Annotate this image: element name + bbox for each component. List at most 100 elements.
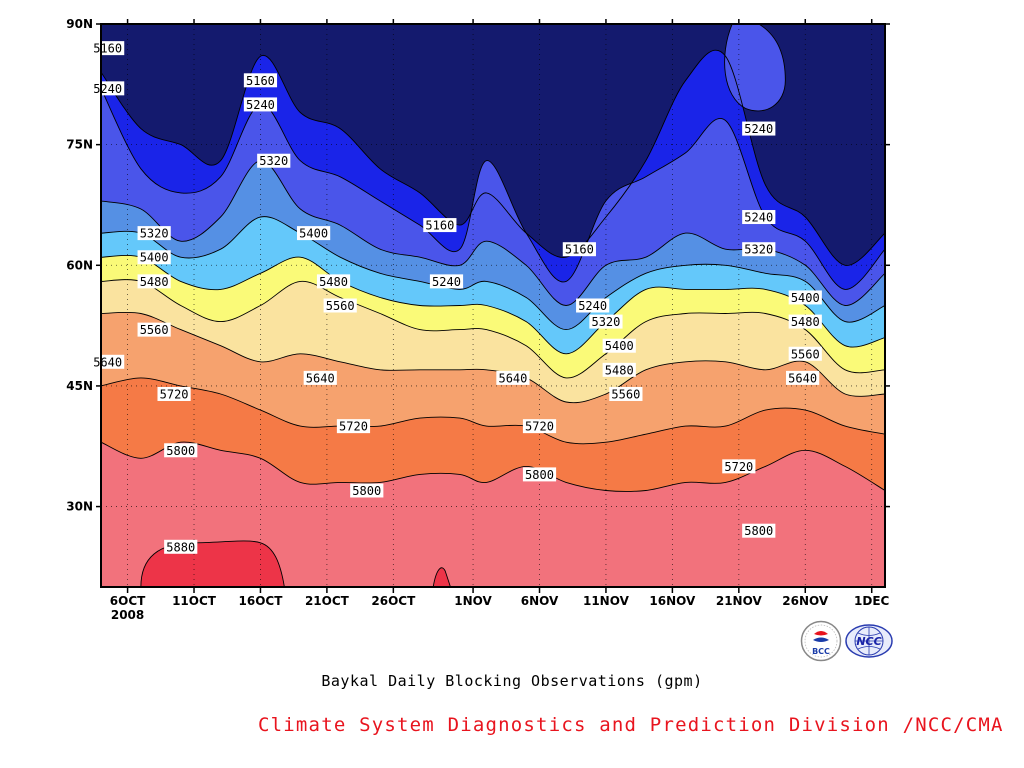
contour-label-text: 5800 [525, 468, 554, 482]
x-tick-label: 16OCT [239, 594, 284, 608]
x-tick-label: 1NOV [454, 594, 492, 608]
contour-label-5720: 5720 [336, 419, 371, 434]
contour-label-box [602, 362, 636, 377]
x-tick-label: 1DEC [854, 594, 890, 608]
contour-label-box [91, 354, 125, 369]
contour-label-text: 5480 [791, 315, 820, 329]
contour-label-text: 5240 [246, 98, 275, 112]
contour-label-box [589, 314, 623, 329]
contour-label-box [609, 386, 643, 401]
contour-label-box [576, 298, 610, 313]
contour-label-5640: 5640 [91, 354, 125, 369]
y-tick-label: 45N [66, 379, 93, 393]
contour-label-5640: 5640 [786, 370, 820, 385]
contour-label-box [562, 242, 596, 257]
contour-line-5640 [101, 311, 885, 404]
axes: 90N 75N 60N 45N 30N 6OCT 11OCT 16OCT 21OCT 26OCT 1… [66, 17, 890, 622]
contour-label-box [91, 41, 125, 56]
credit-line: Climate System Diagnostics and Predictio… [258, 714, 1004, 736]
contour-label-5160: 5160 [423, 218, 457, 233]
contour-label-5800: 5800 [350, 483, 384, 498]
contour-label-5640: 5640 [303, 370, 337, 385]
contour-label-text: 5640 [93, 355, 122, 369]
contour-label-5320: 5320 [257, 153, 291, 168]
contour-label-5560: 5560 [323, 298, 357, 313]
contour-label-text: 5880 [166, 540, 195, 554]
contour-label-5400: 5400 [602, 338, 636, 353]
contour-label-text: 5320 [259, 154, 288, 168]
contour-labels: 5160 5240 5160 5240 5320 5320 5400 5480 5560 5640… [91, 41, 822, 554]
contour-label-box [336, 419, 371, 434]
contour-label-text: 5240 [432, 275, 461, 289]
x-tick-label: 11OCT [172, 594, 217, 608]
svg-text:BCC: BCC [812, 647, 830, 656]
contour-label-5320: 5320 [742, 242, 776, 257]
contour-fills [101, 24, 885, 587]
contour-label-box [164, 539, 198, 554]
contour-label-box [496, 370, 530, 385]
contour-label-text: 5640 [306, 371, 335, 385]
contour-label-box [786, 370, 820, 385]
contour-label-box [297, 226, 331, 241]
contour-label-5240: 5240 [576, 298, 610, 313]
x-tick-label: 26OCT [371, 594, 416, 608]
contour-label-box [788, 346, 822, 361]
contour-label-5720: 5720 [157, 386, 191, 401]
contour-label-5400: 5400 [297, 226, 331, 241]
contour-label-box [137, 250, 171, 265]
contour-label-text: 5160 [425, 219, 454, 233]
contour-label-text: 5320 [744, 243, 773, 257]
band-above-5240-north [724, 24, 786, 112]
contour-label-5320: 5320 [137, 226, 171, 241]
contour-label-5560: 5560 [788, 346, 822, 361]
contour-lines [101, 49, 885, 492]
contour-label-box [350, 483, 384, 498]
contour-label-box [522, 467, 557, 482]
contour-line-5400 [101, 216, 885, 331]
contour-label-box [788, 290, 822, 305]
contour-label-text: 5400 [791, 291, 820, 305]
contour-label-5480: 5480 [788, 314, 822, 329]
x-year-label: 2008 [111, 608, 144, 622]
contour-label-5800: 5800 [522, 467, 557, 482]
contour-label-box [91, 81, 125, 96]
contour-label-text: 5560 [611, 387, 640, 401]
contour-label-box [164, 443, 198, 458]
x-tick-label: 16NOV [649, 594, 696, 608]
contour-label-5720: 5720 [522, 419, 557, 434]
contour-label-box [742, 242, 776, 257]
contour-label-text: 5320 [591, 315, 620, 329]
contour-label-text: 5320 [140, 227, 169, 241]
contour-label-5320: 5320 [589, 314, 623, 329]
contour-label-text: 5800 [166, 444, 195, 458]
contour-label-box [137, 322, 171, 337]
contour-label-text: 5400 [605, 339, 634, 353]
x-tick-label: 6OCT [110, 594, 146, 608]
contour-label-box [742, 121, 776, 136]
contour-label-box [243, 97, 278, 112]
contour-label-box [602, 338, 636, 353]
contour-label-5160: 5160 [562, 242, 596, 257]
contour-label-5160: 5160 [91, 41, 125, 56]
contour-label-box [742, 523, 776, 538]
contour-label-text: 5160 [93, 42, 122, 56]
contour-label-text: 5800 [744, 524, 773, 538]
contour-label-5240: 5240 [742, 121, 776, 136]
chart-title: Baykal Daily Blocking Observations (gpm) [321, 672, 703, 690]
x-tick-label: 26NOV [782, 594, 829, 608]
contour-label-text: 5240 [578, 299, 607, 313]
contour-label-5560: 5560 [609, 386, 643, 401]
y-tick-label: 30N [66, 500, 93, 514]
contour-label-box [323, 298, 357, 313]
contour-label-5560: 5560 [137, 322, 171, 337]
contour-label-text: 5160 [565, 243, 594, 257]
contour-label-5240: 5240 [742, 210, 776, 225]
contour-label-text: 5480 [140, 275, 169, 289]
contour-label-5480: 5480 [316, 274, 351, 289]
contour-label-text: 5640 [788, 371, 817, 385]
contour-label-text: 5400 [140, 251, 169, 265]
contour-label-box [429, 274, 464, 289]
contour-label-text: 5560 [791, 347, 820, 361]
contour-line-5240 [101, 88, 885, 290]
